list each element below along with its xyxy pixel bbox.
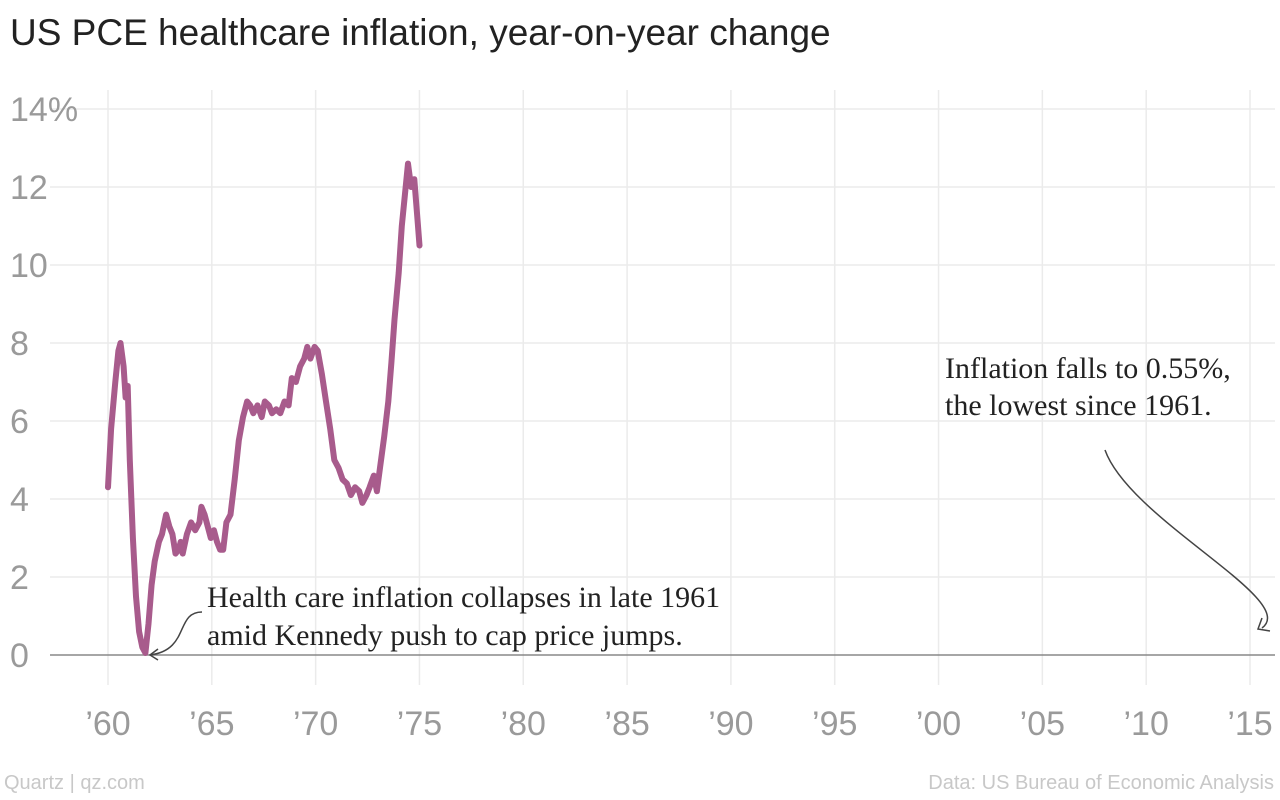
x-tick-label: ’05 [1020,705,1065,743]
data-source: Data: US Bureau of Economic Analysis [928,772,1274,794]
x-tick-label: ’85 [604,705,649,743]
annotation-2015: Inflation falls to 0.55%, the lowest sin… [945,352,1271,632]
x-tick-label: ’60 [85,705,130,743]
x-axis-ticks: ’60 ’65 ’70 ’75 ’80 ’85 ’90 ’95 ’00 ’05 ’10 ’15 [85,705,1272,743]
y-axis-ticks: 0 2 4 6 8 10 12 14% [10,91,78,675]
annotation-2015-line-1: Inflation falls to 0.55%, [945,352,1231,385]
y-tick-label: 8 [10,325,29,363]
y-tick-label: 14% [10,91,78,129]
annotation-arrow-2015 [1104,449,1269,629]
grid [50,90,1275,685]
annotation-arrow-1961 [149,611,203,656]
annotation-1961-line-2: amid Kennedy push to cap price jumps. [207,619,683,652]
x-tick-label: ’75 [397,705,442,743]
y-tick-label: 10 [10,247,48,285]
x-tick-label: ’90 [708,705,753,743]
arrow-head-2015 [1256,617,1271,632]
annotation-2015-line-2: the lowest since 1961. [945,389,1212,422]
chart-title: US PCE healthcare inflation, year-on-yea… [10,12,831,53]
x-tick-label: ’80 [501,705,546,743]
arrow-head-1961 [148,648,159,661]
x-tick-label: ’65 [189,705,234,743]
series-line [105,160,423,656]
x-tick-label: ’10 [1123,705,1168,743]
x-tick-label: ’00 [916,705,961,743]
y-tick-label: 2 [10,559,29,597]
source-credit: Quartz | qz.com [4,772,145,794]
x-tick-label: ’95 [812,705,857,743]
y-tick-label: 6 [10,403,29,441]
x-tick-label: ’15 [1227,705,1272,743]
annotation-1961: Health care inflation collapses in late … [148,581,720,661]
annotation-1961-line-1: Health care inflation collapses in late … [207,581,720,614]
series-layer [105,160,423,656]
y-tick-label: 4 [10,481,29,519]
x-tick-label: ’70 [293,705,338,743]
y-tick-label: 12 [10,169,48,207]
y-tick-label: 0 [10,637,29,675]
